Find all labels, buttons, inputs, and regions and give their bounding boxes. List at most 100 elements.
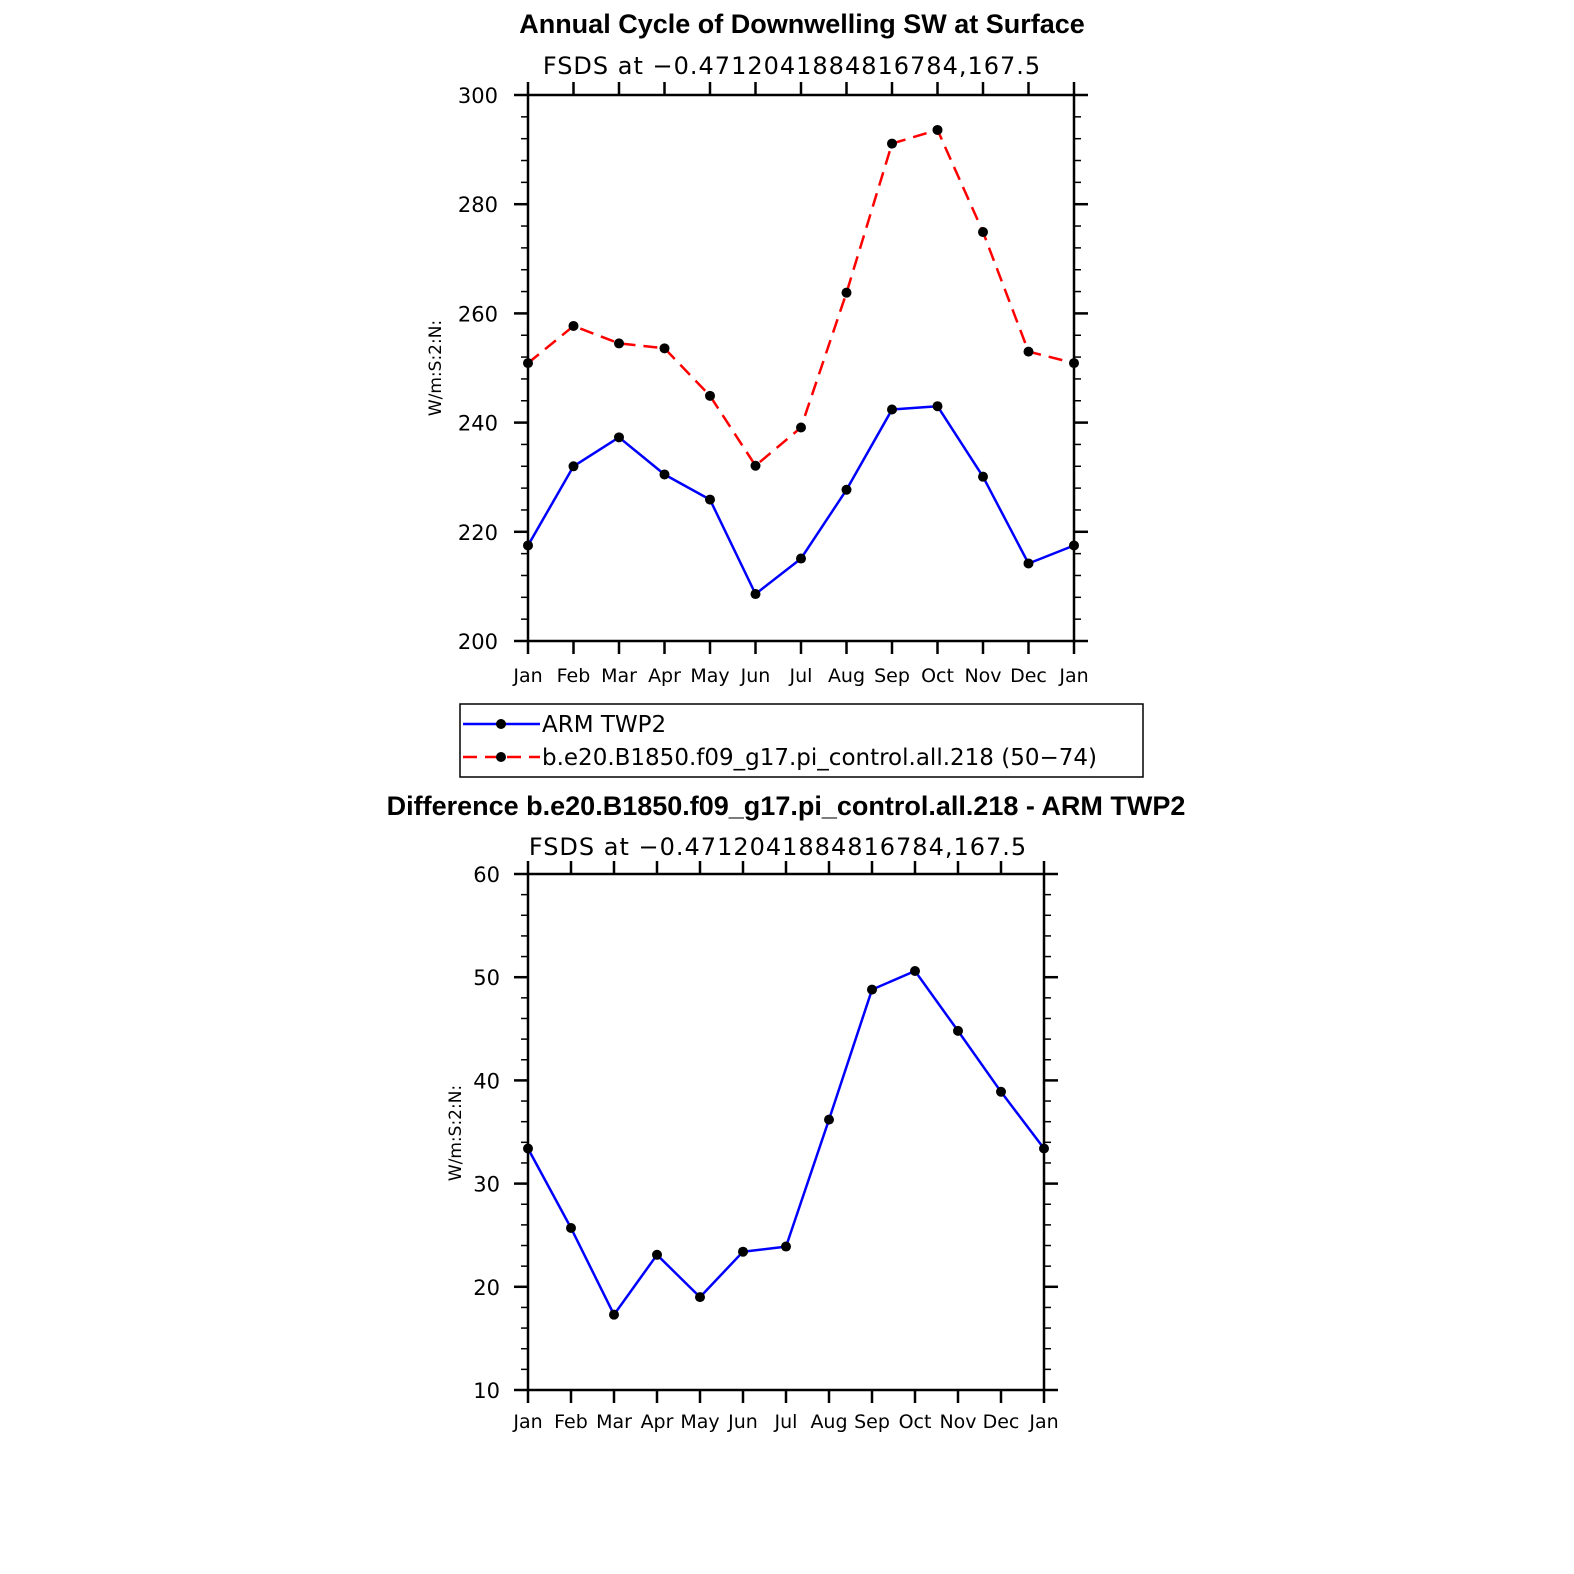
data-point	[841, 484, 852, 495]
x-tick-label: Sep	[874, 665, 910, 687]
y-axis-label: W/m:S:2:N:	[446, 1085, 466, 1181]
x-tick-label: Jul	[774, 1411, 798, 1433]
y-tick-labels: 10 20 30 40 50 60	[473, 863, 500, 1403]
series-line	[526, 404, 1075, 596]
x-tick-labels: Jan Feb Mar Apr May Jun Jul Aug Sep Oct Nov Dec Jan	[512, 665, 1088, 687]
x-tick-label: Nov	[964, 665, 1001, 687]
data-point	[1023, 346, 1034, 357]
data-point	[1069, 358, 1079, 369]
y-tick-label: 280	[458, 193, 498, 217]
x-tick-label: Oct	[921, 665, 954, 687]
chart-subtitle: FSDS at −0.4712041884816784,167.5	[543, 52, 1041, 80]
data-point	[614, 338, 624, 349]
data-point	[566, 1222, 576, 1233]
y-tick-label: 220	[458, 521, 498, 545]
data-point	[953, 1025, 963, 1036]
x-tick-label: Dec	[1010, 665, 1047, 687]
legend-label-model: b.e20.B1850.f09_g17.pi_control.all.218 (…	[542, 745, 1097, 771]
data-point	[609, 1309, 619, 1320]
data-point	[568, 461, 579, 472]
data-point	[705, 390, 715, 401]
y-tick-label: 200	[458, 630, 498, 654]
x-tick-label: Oct	[899, 1411, 932, 1433]
series-group	[523, 966, 1049, 1320]
panel-difference: Difference b.e20.B1850.f09_g17.pi_contro…	[387, 791, 1186, 1433]
x-tick-label: Mar	[601, 665, 637, 687]
x-tick-label: Sep	[854, 1411, 890, 1433]
y-tick-labels: 200 220 240 260 280 300	[458, 84, 498, 654]
x-tick-label: Jun	[740, 665, 771, 687]
data-point	[932, 124, 943, 135]
data-point	[781, 1241, 791, 1252]
x-tick-label: May	[690, 665, 729, 687]
y-tick-label: 10	[473, 1379, 500, 1403]
y-tick-label: 30	[473, 1173, 500, 1197]
x-tick-label: Feb	[557, 665, 591, 687]
legend-label-arm: ARM TWP2	[542, 712, 666, 738]
x-tick-label: Jan	[512, 1411, 542, 1433]
series-line	[526, 969, 1045, 1316]
data-point	[932, 401, 943, 412]
x-tick-label: Jan	[1028, 1411, 1058, 1433]
series-group	[523, 124, 1079, 600]
chart-title: Annual Cycle of Downwelling SW at Surfac…	[519, 9, 1085, 39]
x-tick-label: Aug	[828, 665, 865, 687]
x-tick-label: Apr	[648, 665, 681, 687]
data-point	[750, 460, 761, 471]
data-point	[796, 422, 806, 433]
data-point	[978, 227, 988, 238]
legend: ARM TWP2 b.e20.B1850.f09_g17.pi_control.…	[459, 703, 1144, 778]
data-point	[796, 553, 806, 564]
y-tick-label: 300	[458, 84, 498, 108]
y-tick-label: 60	[473, 863, 500, 887]
x-tick-label: Jan	[1058, 665, 1088, 687]
y-tick-label: 20	[473, 1276, 500, 1300]
data-point	[910, 966, 920, 977]
data-point	[867, 984, 877, 995]
chart-subtitle: FSDS at −0.4712041884816784,167.5	[529, 833, 1027, 861]
y-tick-label: 40	[473, 1069, 500, 1093]
axis-ticks	[514, 82, 1088, 654]
x-tick-label: Jun	[727, 1411, 758, 1433]
x-tick-label: Mar	[596, 1411, 632, 1433]
data-point	[523, 1143, 533, 1154]
y-axis-label: W/m:S:2:N:	[426, 320, 446, 416]
data-point	[887, 138, 897, 149]
data-point	[887, 404, 897, 415]
chart-title: Difference b.e20.B1850.f09_g17.pi_contro…	[387, 791, 1186, 821]
x-tick-label: Aug	[810, 1411, 847, 1433]
panel-annual-cycle: Annual Cycle of Downwelling SW at Surfac…	[426, 9, 1144, 778]
data-point	[652, 1249, 662, 1260]
data-point	[659, 343, 670, 354]
y-tick-label: 260	[458, 302, 498, 326]
data-point	[750, 589, 761, 600]
axis-ticks	[514, 861, 1058, 1403]
data-point	[614, 432, 624, 443]
data-point	[523, 540, 533, 551]
y-tick-label: 50	[473, 966, 500, 990]
x-tick-label: Jan	[512, 665, 542, 687]
x-tick-label: May	[680, 1411, 719, 1433]
x-tick-label: Jul	[789, 665, 813, 687]
x-tick-labels: Jan Feb Mar Apr May Jun Jul Aug Sep Oct Nov Dec Jan	[512, 1411, 1058, 1433]
data-point	[705, 494, 715, 505]
x-tick-label: Feb	[554, 1411, 588, 1433]
legend-marker-model	[496, 752, 506, 762]
data-point	[695, 1292, 705, 1303]
data-point	[824, 1114, 834, 1125]
data-point	[978, 471, 988, 482]
data-point	[659, 469, 670, 480]
series-line	[527, 128, 1075, 467]
data-point	[996, 1086, 1006, 1097]
legend-marker-arm	[496, 719, 506, 729]
data-point	[568, 320, 579, 331]
y-tick-label: 240	[458, 412, 498, 436]
data-point	[841, 287, 852, 298]
data-point	[1069, 540, 1079, 551]
data-point	[1039, 1143, 1049, 1154]
x-tick-label: Apr	[641, 1411, 674, 1433]
data-point	[1023, 558, 1034, 569]
data-point	[523, 358, 533, 369]
plot-frame	[526, 872, 1046, 1392]
